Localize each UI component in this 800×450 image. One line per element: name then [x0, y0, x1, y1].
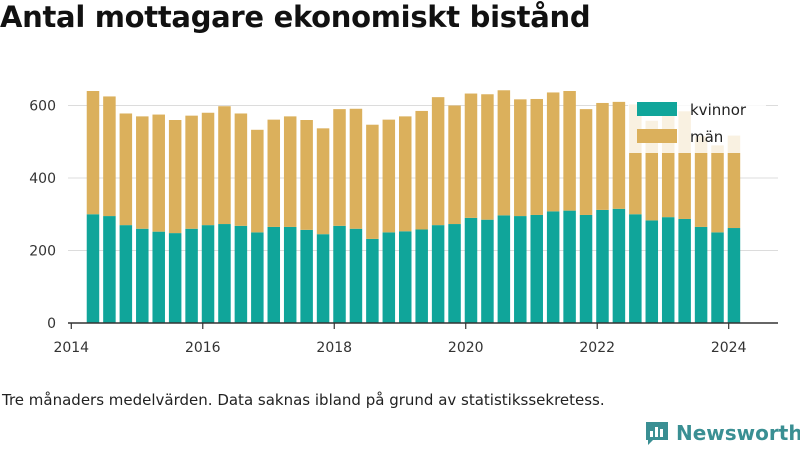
- bar-kvinnor: [333, 225, 346, 323]
- x-tick-label: 2014: [53, 340, 89, 356]
- y-tick-label: 600: [29, 99, 56, 115]
- bar-man: [136, 116, 149, 229]
- bar-man: [612, 101, 626, 209]
- bar-kvinnor: [103, 216, 116, 323]
- bar-man: [366, 124, 379, 239]
- bar-kvinnor: [349, 228, 363, 323]
- bar-kvinnor: [629, 214, 642, 323]
- page-title: Antal mottagare ekonomiskt bistånd: [0, 0, 591, 34]
- bar-kvinnor: [136, 228, 149, 323]
- x-tick-label: 2016: [185, 340, 221, 356]
- bar-kvinnor: [464, 217, 478, 323]
- bar-man: [283, 116, 297, 227]
- bar-kvinnor: [283, 226, 297, 323]
- bar-kvinnor: [267, 226, 281, 323]
- y-tick-label: 400: [29, 171, 56, 187]
- bar-kvinnor: [678, 218, 691, 323]
- bar-kvinnor: [431, 225, 445, 323]
- bar-kvinnor: [168, 233, 182, 323]
- bar-kvinnor: [201, 225, 215, 323]
- bar-kvinnor: [497, 215, 511, 323]
- bar-man: [399, 116, 412, 232]
- bar-kvinnor: [481, 219, 494, 323]
- bar-man: [431, 97, 445, 226]
- bar-kvinnor: [399, 231, 412, 323]
- bar-man: [514, 99, 527, 217]
- bar-kvinnor: [234, 225, 248, 323]
- x-tick-label: 2024: [711, 340, 747, 356]
- bar-kvinnor: [382, 232, 396, 323]
- bar-man: [168, 120, 182, 234]
- bar-man: [694, 136, 708, 227]
- bar-man: [464, 93, 478, 218]
- bar-man: [267, 119, 281, 227]
- bar-kvinnor: [218, 224, 231, 323]
- x-tick-label: 2018: [316, 340, 352, 356]
- legend: kvinnor män: [628, 93, 766, 153]
- bar-kvinnor: [152, 231, 165, 323]
- axes: 0 200 400 600 2014 2016 2018 2020 2022 2024: [29, 99, 778, 356]
- bar-kvinnor: [415, 229, 428, 323]
- bar-kvinnor: [119, 225, 133, 323]
- newsworthy-logo-icon: [646, 422, 668, 445]
- bar-kvinnor: [448, 224, 461, 323]
- bar-man: [382, 119, 396, 233]
- bar-man: [546, 92, 560, 212]
- bar-man: [251, 129, 264, 233]
- bars: [86, 90, 741, 323]
- bar-man: [86, 91, 100, 215]
- bar-man: [300, 120, 313, 230]
- legend-label-man: män: [690, 128, 723, 146]
- bar-man: [185, 115, 198, 229]
- bar-kvinnor: [546, 211, 560, 323]
- bar-kvinnor: [661, 217, 675, 323]
- legend-swatch-man: [637, 129, 677, 143]
- bar-man: [333, 109, 346, 226]
- brand-name: Newsworthy: [676, 421, 800, 445]
- bar-kvinnor: [86, 214, 100, 323]
- bar-man: [415, 110, 428, 230]
- bar-man: [316, 128, 330, 235]
- bar-kvinnor: [316, 234, 330, 323]
- legend-swatch-kvinnor: [637, 102, 677, 116]
- bar-man: [481, 94, 494, 220]
- bar-man: [711, 145, 724, 233]
- bar-man: [727, 135, 741, 229]
- bar-kvinnor: [596, 209, 609, 323]
- bar-man: [218, 106, 231, 225]
- bar-kvinnor: [727, 228, 741, 323]
- bar-man: [201, 112, 215, 226]
- bar-kvinnor: [711, 232, 724, 323]
- x-tick-label: 2022: [579, 340, 615, 356]
- bar-kvinnor: [694, 226, 708, 323]
- bar-kvinnor: [514, 216, 527, 323]
- bar-kvinnor: [251, 232, 264, 323]
- bar-man: [234, 113, 248, 226]
- bar-kvinnor: [563, 210, 576, 323]
- y-tick-label: 200: [29, 244, 56, 260]
- bar-kvinnor: [612, 208, 626, 323]
- bar-kvinnor: [645, 220, 659, 323]
- bar-man: [152, 114, 165, 232]
- bar-man: [497, 90, 511, 216]
- bar-man: [579, 109, 593, 215]
- bar-man: [448, 105, 461, 225]
- bar-kvinnor: [530, 214, 543, 323]
- y-tick-label: 0: [47, 316, 56, 332]
- bar-man: [119, 113, 133, 226]
- bar-kvinnor: [366, 238, 379, 323]
- footnote: Tre månaders medelvärden. Data saknas ib…: [2, 391, 605, 409]
- bar-man: [596, 102, 609, 210]
- bar-kvinnor: [300, 229, 313, 323]
- brand-logo: Newsworthy: [644, 420, 800, 446]
- bar-man: [563, 91, 576, 211]
- bar-kvinnor: [579, 214, 593, 323]
- x-tick-label: 2020: [448, 340, 484, 356]
- bar-man: [103, 96, 116, 217]
- bar-kvinnor: [185, 228, 198, 323]
- bar-man: [530, 98, 543, 215]
- bar-man: [349, 108, 363, 229]
- legend-label-kvinnor: kvinnor: [690, 101, 747, 119]
